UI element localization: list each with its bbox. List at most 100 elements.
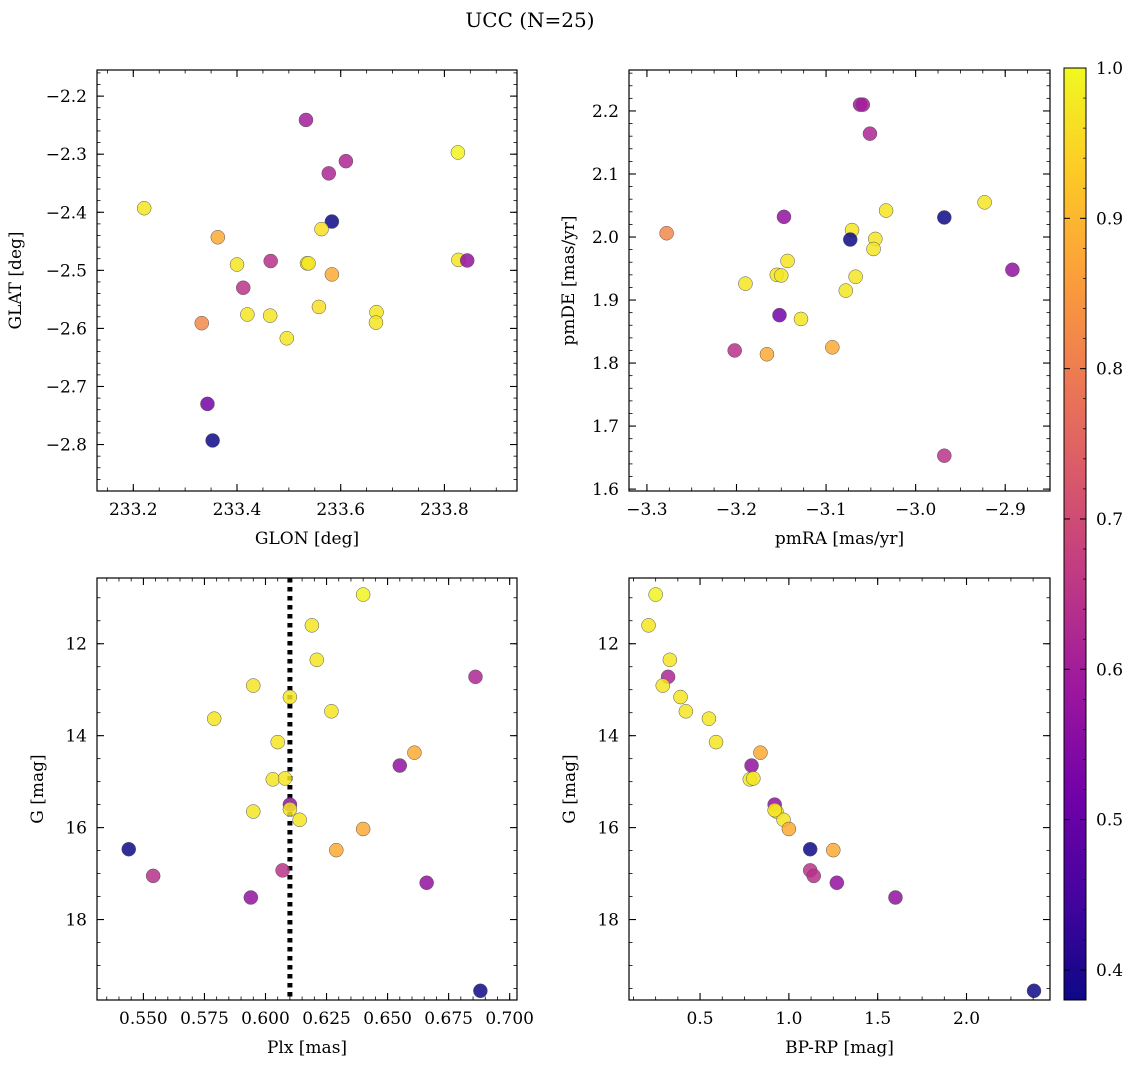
scatter-point [355,587,371,602]
x-tick-label: −3.1 [805,500,846,520]
scatter-point [200,396,215,412]
scatter-point [194,315,209,331]
scatter-point [311,299,327,315]
scatter-point [270,734,285,750]
y-tick-label: 1.9 [592,291,619,311]
scatter-point [263,253,278,269]
scatter-points-glon-glat [136,112,475,448]
scatter-point [355,821,371,837]
scatter-point [282,801,298,817]
scatter-point [641,618,656,633]
panel-plx-g: 0.550 0.575 0.600 0.625 0.650 0.675 0.700 12 14 1… [28,577,534,1058]
scatter-point [780,253,795,269]
y-tick-label: 14 [65,727,87,747]
scatter-point [324,704,339,719]
axes-glon-glat: 233.2 233.4 233.6 233.8 −2.2 −2.3 −2.4 −2.5 −2.6… [46,70,517,520]
axes-bprp-g: 0.5 1.0 1.5 2.0 12 14 16 18 [597,578,1050,1029]
y-tick-label: 12 [597,635,619,655]
scatter-point [855,97,871,112]
scatter-point [673,689,688,705]
scatter-point [842,232,858,247]
colorbar-tick-label: 0.6 [1096,660,1123,680]
panel-bprp-g: 0.5 1.0 1.5 2.0 12 14 16 18 BP-RP [mag] G [mag] [560,577,1051,1058]
scatter-point [866,241,881,257]
y-tick-label: 14 [597,727,619,747]
scatter-point [338,153,354,169]
colorbar-tick-label: 0.8 [1096,360,1123,380]
scatter-point [275,863,290,878]
y-tick-label: 1.7 [592,417,619,437]
x-tick-label: 233.8 [420,500,469,520]
plot-frame-pmra-pmde [628,69,1051,492]
scatter-point [292,812,307,828]
y-tick-label: −2.6 [46,319,87,339]
scatter-point [838,283,854,298]
scatter-points-plx-g [121,578,488,1000]
scatter-point [829,875,845,891]
scatter-point [727,343,742,358]
scatter-point [802,841,818,857]
y-tick-label: 18 [597,911,619,931]
scatter-point [459,253,475,268]
panel-glon-glat: 233.2 233.4 233.6 233.8 −2.2 −2.3 −2.4 −2.5 −2.6… [6,69,518,549]
y-axis-label-g: G [mag] [28,754,48,823]
scatter-point [776,209,792,225]
scatter-point [701,711,717,726]
x-tick-label: 0.650 [363,1009,412,1029]
scatter-point [937,210,952,225]
colorbar-tick-label: 0.5 [1096,811,1123,831]
scatter-point [878,203,894,218]
x-tick-label: 0.675 [424,1009,473,1029]
y-tick-label: 2.2 [592,102,619,122]
x-tick-label: −3.2 [716,500,757,520]
y-tick-label: −2.5 [46,261,87,281]
scatter-point [136,200,152,216]
colorbar-tick-label: 1.0 [1096,59,1123,79]
scatter-point [450,145,466,160]
x-axis-label-glon: GLON [deg] [255,529,359,549]
y-tick-label: 12 [65,635,87,655]
colorbar-tick-label: 0.7 [1096,510,1123,530]
y-tick-label: −2.7 [46,377,87,397]
x-tick-label: 233.2 [109,500,158,520]
y-tick-label: 16 [65,819,87,839]
scatter-point [806,868,821,884]
scatter-point [655,678,671,693]
x-tick-label: 233.4 [213,500,262,520]
scatter-point [243,890,259,905]
panel-pmra-pmde: −3.3 −3.2 −3.1 −3.0 −2.9 1.6 1.7 1.8 1.9 2.0 2.1 2.… [559,69,1051,549]
scatter-point [781,821,797,837]
x-tick-label: 0.625 [302,1009,351,1029]
scatter-point [392,758,408,773]
x-tick-label: −2.9 [985,500,1026,520]
x-tick-label: 2.0 [953,1009,980,1029]
scatter-point [329,842,344,858]
y-axis-label-pmde: pmDE [mas/yr] [559,215,579,345]
x-tick-label: 0.550 [119,1009,168,1029]
scatter-point [246,804,261,819]
scatter-point [121,841,136,857]
scatter-point [145,868,161,884]
scatter-point [419,875,434,891]
scatter-point [937,448,952,463]
scatter-point [825,340,840,355]
scatter-point [246,678,261,693]
y-tick-label: 2.1 [592,165,619,185]
scatter-point [862,126,878,141]
scatter-point [753,745,768,760]
scatter-point [298,112,314,128]
plot-frame-plx-g [96,577,518,1001]
scatter-point [826,842,841,858]
scatter-point [279,331,295,346]
scatter-point [738,276,753,291]
plot-frame-bprp-g [628,577,1051,1001]
scatter-point [282,689,298,705]
colorbar-ticks: 0.4 0.5 0.6 0.7 0.8 0.9 1.0 [1064,59,1123,1001]
scatter-point [304,618,320,633]
scatter-point [1026,983,1042,999]
scatter-point [277,771,293,786]
scatter-point [265,772,281,787]
scatter-point [324,214,340,229]
y-axis-label-g-cmd: G [mag] [560,754,580,823]
